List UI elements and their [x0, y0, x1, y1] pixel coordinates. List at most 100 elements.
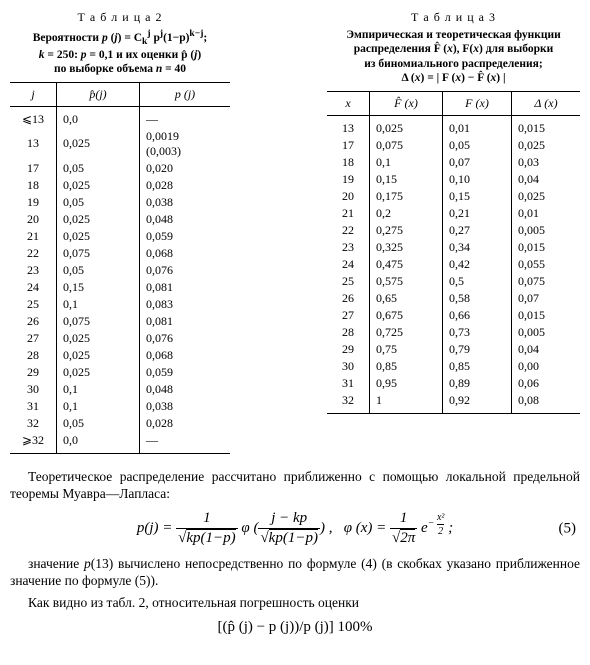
table-cell: 0,05: [443, 137, 512, 154]
table-3-block: Т а б л и ц а 3 Эмпирическая и теоретиче…: [327, 10, 580, 454]
table-cell: 32: [327, 392, 370, 414]
table-cell: 25: [327, 273, 370, 290]
table-row: 290,750,790,04: [327, 341, 580, 358]
table-cell: 22: [327, 222, 370, 239]
table-row: ⩾320,0—: [10, 432, 230, 454]
table-cell: 0,85: [370, 358, 443, 375]
table-row: 200,1750,150,025: [327, 188, 580, 205]
table-row: 130,0250,0019(0,003): [10, 128, 230, 160]
table-cell: 18: [327, 154, 370, 171]
table-cell: 0,79: [443, 341, 512, 358]
table-row: 260,0750,081: [10, 313, 230, 330]
table-row: 290,0250,059: [10, 364, 230, 381]
paragraph-1: Теоретическое распределение рассчитано п…: [10, 468, 580, 503]
table-cell: 0,10: [443, 171, 512, 188]
table-row: ⩽130,0—: [10, 106, 230, 128]
table-cell: 18: [10, 177, 57, 194]
table-cell: 0,05: [57, 415, 140, 432]
table-cell: 0,34: [443, 239, 512, 256]
table-cell: 0,06: [512, 375, 581, 392]
table-cell: 0,025: [57, 128, 140, 160]
table-3-label: Т а б л и ц а 3: [327, 10, 580, 25]
table-cell: 0,66: [443, 307, 512, 324]
table-cell: ⩽13: [10, 106, 57, 128]
table-cell: 0,01: [512, 205, 581, 222]
table-cell: 0,005: [512, 324, 581, 341]
table-cell: 0,89: [443, 375, 512, 392]
table-cell: 22: [10, 245, 57, 262]
table-cell: 0,038: [140, 194, 231, 211]
table-cell: 20: [327, 188, 370, 205]
table-cell: 0,025: [512, 188, 581, 205]
table-row: 240,4750,420,055: [327, 256, 580, 273]
table-cell: 0,068: [140, 245, 231, 262]
table-cell: 0,75: [370, 341, 443, 358]
table-cell: 0,020: [140, 160, 231, 177]
table-2-label: Т а б л и ц а 2: [10, 10, 230, 25]
table-cell: 0,025: [57, 177, 140, 194]
body-text: Теоретическое распределение рассчитано п…: [10, 468, 580, 643]
table-cell: 0,675: [370, 307, 443, 324]
table-row: 300,10,048: [10, 381, 230, 398]
table-row: 280,7250,730,005: [327, 324, 580, 341]
table-2-block: Т а б л и ц а 2 Вероятности p (j) = Ckj …: [10, 10, 230, 454]
table-cell: 21: [327, 205, 370, 222]
table-cell: 0,015: [512, 239, 581, 256]
table-cell: 0,325: [370, 239, 443, 256]
table-cell: 28: [327, 324, 370, 341]
table-cell: —: [140, 106, 231, 128]
table-cell: 0,725: [370, 324, 443, 341]
table-cell: 20: [10, 211, 57, 228]
table-cell: 25: [10, 296, 57, 313]
paragraph-2: значение p(13) вычислено непосредственно…: [10, 555, 580, 590]
table-cell: 0,068: [140, 347, 231, 364]
table-cell: 13: [327, 115, 370, 137]
table-cell: 1: [370, 392, 443, 414]
table-2-header: j: [10, 82, 57, 106]
table-row: 210,0250,059: [10, 228, 230, 245]
table-cell: 0,2: [370, 205, 443, 222]
table-cell: 0,05: [57, 160, 140, 177]
table-2: jp̂(j)p (j) ⩽130,0—130,0250,0019(0,003)1…: [10, 82, 230, 454]
table-cell: 0,475: [370, 256, 443, 273]
table-3-header: Δ (x): [512, 91, 581, 115]
table-row: 310,950,890,06: [327, 375, 580, 392]
table-cell: 0,85: [443, 358, 512, 375]
table-cell: 0,038: [140, 398, 231, 415]
table-cell: 0,075: [57, 245, 140, 262]
table-row: 130,0250,010,015: [327, 115, 580, 137]
table-cell: 0,04: [512, 341, 581, 358]
table-row: 3210,920,08: [327, 392, 580, 414]
table-row: 250,10,083: [10, 296, 230, 313]
table-cell: 0,076: [140, 330, 231, 347]
table-cell: 30: [327, 358, 370, 375]
table-cell: 21: [10, 228, 57, 245]
table-cell: 31: [10, 398, 57, 415]
table-cell: 27: [10, 330, 57, 347]
table-cell: 0,15: [443, 188, 512, 205]
table-cell: 0,028: [140, 177, 231, 194]
table-cell: 0,00: [512, 358, 581, 375]
table-cell: 24: [327, 256, 370, 273]
table-cell: 0,42: [443, 256, 512, 273]
table-cell: 19: [327, 171, 370, 188]
table-cell: 0,575: [370, 273, 443, 290]
formula-error: [(p̂ (j) − p (j))/p (j)] 100%: [10, 618, 580, 638]
table-cell: 0,1: [57, 381, 140, 398]
table-cell: 0,028: [140, 415, 231, 432]
table-cell: 28: [10, 347, 57, 364]
table-2-header: p (j): [140, 82, 231, 106]
table-row: 240,150,081: [10, 279, 230, 296]
table-cell: 29: [327, 341, 370, 358]
table-cell: 0,15: [370, 171, 443, 188]
table-3: xF̂ (x)F (x)Δ (x) 130,0250,010,015170,07…: [327, 91, 580, 414]
table-row: 280,0250,068: [10, 347, 230, 364]
table-cell: 0,075: [370, 137, 443, 154]
table-cell: 0,73: [443, 324, 512, 341]
table-cell: 24: [10, 279, 57, 296]
table-row: 230,3250,340,015: [327, 239, 580, 256]
table-cell: 0,03: [512, 154, 581, 171]
table-cell: 27: [327, 307, 370, 324]
table-cell: 0,025: [57, 228, 140, 245]
table-cell: 32: [10, 415, 57, 432]
